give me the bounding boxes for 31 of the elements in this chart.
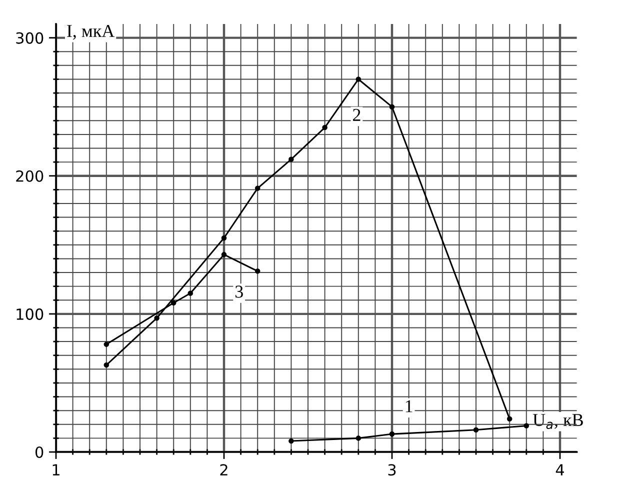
- point: [356, 76, 362, 82]
- point: [288, 156, 294, 162]
- point: [104, 342, 110, 347]
- y-tick-label: 100: [16, 308, 44, 320]
- point: [254, 268, 260, 274]
- point: [221, 235, 227, 241]
- point: [322, 124, 328, 130]
- point: [356, 436, 362, 441]
- annotation: 3: [235, 286, 243, 298]
- point: [288, 438, 294, 444]
- point: [154, 315, 160, 321]
- point: [524, 423, 530, 428]
- point: [170, 300, 176, 306]
- point: [221, 252, 227, 258]
- point: [506, 416, 512, 422]
- x-tick-label: 2: [220, 464, 228, 476]
- point: [389, 431, 395, 437]
- y-axis-title: I, мкА: [67, 24, 115, 40]
- point: [389, 104, 395, 110]
- y-tick-label: 300: [16, 32, 44, 44]
- y-tick-label: 200: [16, 170, 44, 182]
- annotation: 1: [406, 400, 412, 412]
- annotation: 2: [353, 108, 360, 121]
- point: [473, 427, 479, 433]
- x-tick-label: 3: [388, 464, 396, 476]
- y-tick-label: 0: [35, 446, 44, 458]
- x-tick-label: 4: [556, 464, 564, 476]
- point: [104, 362, 110, 368]
- point: [188, 290, 194, 296]
- point: [254, 186, 260, 191]
- x-tick-label: 1: [52, 464, 60, 476]
